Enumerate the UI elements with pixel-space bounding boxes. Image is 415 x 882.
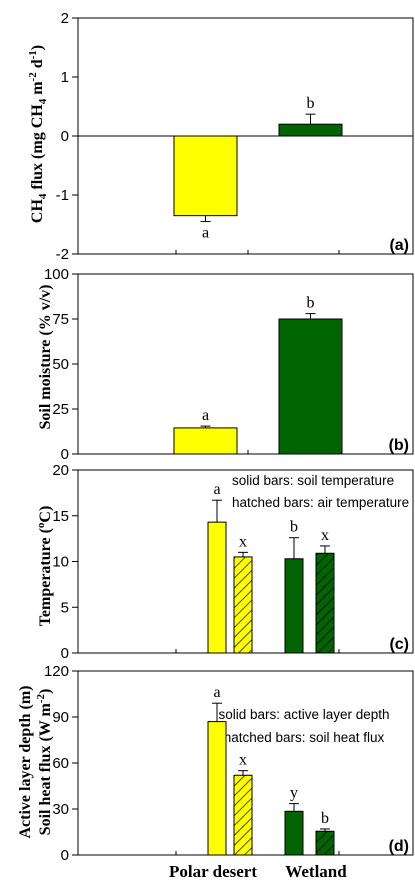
panel-d-ylabel-close: ) (37, 689, 54, 694)
panel-d-ylabel-line1: Active layer depth (m) (17, 686, 34, 839)
panel-c: Temperature (oC) solid bars: soil temper… (35, 473, 409, 626)
x-category-polar-desert: Polar desert (169, 862, 257, 881)
panel-d-legend-solid: solid bars: active layer depth (218, 707, 389, 722)
panel-a-ylabel-m: m (29, 81, 46, 99)
panel-a-sig-label-polar-desert-s0: a (202, 225, 209, 242)
x-category-wetland: Wetland (285, 862, 347, 881)
panel-a-ytick-label-2: 0 (61, 128, 69, 145)
panel-c-bar-wetland-s0 (284, 558, 304, 654)
panel-d-letter: (d) (389, 838, 409, 855)
panel-c-ylabel-c: C) (37, 506, 54, 523)
panel-c-ylabel: Temperature (oC) (35, 506, 54, 627)
panel-d-bar-polar-desert-s1 (233, 774, 253, 856)
panel-d-bar-wetland-s1 (315, 830, 335, 856)
panel-d-sig-label-polar-desert-s1: x (239, 752, 247, 769)
panel-d-sig-label-wetland-s1: b (321, 810, 329, 827)
panel-c-ylabel-sup-o: o (35, 522, 47, 528)
panel-b-ytick-label-0: 0 (61, 446, 69, 463)
panel-c-sig-label-polar-desert-s1: x (239, 533, 247, 550)
panel-c-ytick-label-3: 15 (52, 508, 69, 525)
panel-a-ylabel-sup-2: -2 (27, 72, 39, 82)
panel-b-ylabel: Soil moisture (% v/v) (37, 284, 54, 429)
panel-d-ytick-label-2: 60 (52, 755, 69, 772)
panel-a-ytick-label-0: -2 (56, 246, 69, 263)
panel-a-bar-polar-desert-s0 (173, 135, 238, 217)
panel-a-ylabel-sub-4: 4 (37, 193, 49, 199)
panel-b-sig-label-polar-desert-s0: a (202, 407, 209, 424)
panel-d: Active layer depth (m) Soil heat flux (W… (17, 686, 390, 839)
panel-c-sig-label-polar-desert-s0: a (213, 481, 220, 498)
panel-d-ylabel-sup-2: -2 (35, 694, 47, 704)
panel-c-ytick-label-2: 10 (52, 554, 69, 571)
panel-a-ytick-label-1: -1 (56, 187, 69, 204)
panel-c-bar-polar-desert-s1 (233, 556, 253, 654)
panel-b-ytick-label-2: 50 (52, 356, 69, 373)
panel-c-sig-label-wetland-s1: x (321, 527, 329, 544)
panel-c-ytick-label-4: 20 (52, 462, 69, 479)
panel-a-ytick-label-3: 1 (61, 69, 69, 86)
panel-a-bar-wetland-s0 (278, 123, 343, 137)
panel-d-ytick-label-1: 30 (52, 801, 69, 818)
panel-c-sig-label-wetland-s0: b (290, 519, 298, 536)
panel-d-legend-hatched: hatched bars: soil heat flux (224, 730, 385, 745)
panel-a-ylabel-sup-1: -1 (27, 50, 39, 59)
panel-a-ylabel-d: d (29, 59, 46, 72)
panel-d-bar-wetland-s0 (284, 810, 304, 856)
panel-b-ytick-label-1: 25 (52, 401, 69, 418)
panel-d-ytick-label-4: 120 (44, 663, 69, 680)
panel-c-legend-hatched: hatched bars: air temperature (232, 495, 409, 510)
panel-a-ylabel-mid: flux (mg CH (29, 104, 46, 194)
panel-c-bar-polar-desert-s0 (207, 521, 227, 654)
panel-b-bar-polar-desert-s0 (173, 427, 238, 455)
panel-d-ylabel-line2: Soil heat flux (W m-2) (35, 689, 54, 836)
panel-c-letter: (c) (389, 636, 409, 653)
panel-a-ylabel-close: ) (29, 45, 46, 50)
panel-b-frame (77, 273, 414, 455)
panel-c-ytick-label-1: 5 (61, 599, 69, 616)
panel-d-bar-polar-desert-s0 (207, 721, 227, 856)
panel-d-ytick-label-3: 90 (52, 709, 69, 726)
panel-b-letter: (b) (389, 437, 409, 454)
panel-a-letter: (a) (389, 237, 409, 254)
panel-b: Soil moisture (% v/v) (37, 284, 54, 429)
panel-c-bar-wetland-s1 (315, 552, 335, 654)
panel-b-ytick-label-4: 100 (44, 266, 69, 283)
panel-a-ytick-label-4: 2 (61, 10, 69, 27)
panel-b-sig-label-wetland-s0: b (307, 295, 315, 312)
panel-d-sig-label-wetland-s0: y (290, 785, 298, 802)
panel-d-ytick-label-0: 0 (61, 847, 69, 864)
panel-a-sig-label-wetland-s0: b (307, 95, 315, 112)
panel-a-ylabel-sub-4b: 4 (37, 98, 49, 104)
panel-c-legend-solid: solid bars: soil temperature (232, 473, 394, 488)
panel-a-ylabel: CH4 flux (mg CH4 m-2 d-1) (27, 45, 49, 223)
panel-b-ytick-label-3: 75 (52, 311, 69, 328)
panel-b-bar-wetland-s0 (278, 318, 343, 455)
panel-a: CH4 flux (mg CH4 m-2 d-1) (27, 45, 49, 223)
panel-d-sig-label-polar-desert-s0: a (213, 684, 220, 701)
panel-c-ytick-label-0: 0 (61, 645, 69, 662)
chart-marks: -2 -1 0 1 2 a b (a) 0 25 50 75 100 a b (b) 0 5 10 15 20 a b x x (… (44, 10, 414, 864)
